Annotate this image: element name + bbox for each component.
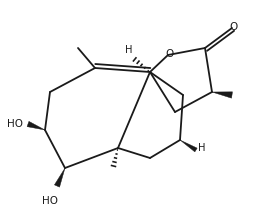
Polygon shape [180, 140, 197, 152]
Text: O: O [230, 22, 238, 32]
Polygon shape [54, 168, 65, 187]
Polygon shape [212, 92, 233, 98]
Polygon shape [27, 121, 45, 130]
Text: HO: HO [42, 196, 58, 206]
Text: HO: HO [7, 119, 23, 129]
Text: H: H [125, 45, 133, 55]
Text: O: O [166, 49, 174, 59]
Text: H: H [198, 143, 205, 153]
